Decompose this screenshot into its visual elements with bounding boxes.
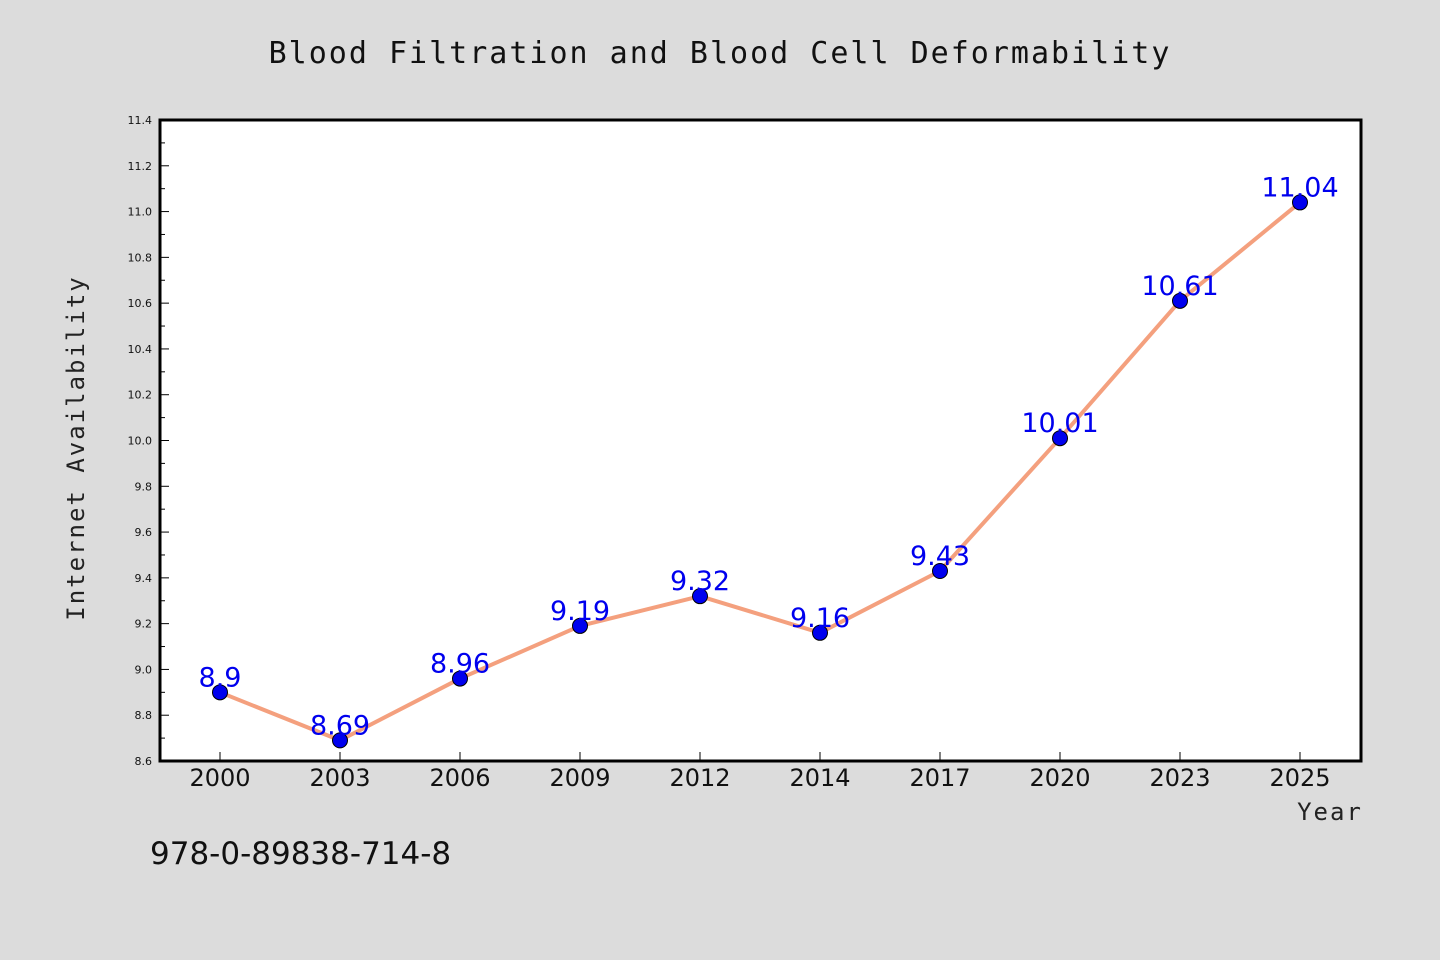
x-tick-label: 2023 bbox=[1149, 764, 1210, 792]
data-point bbox=[692, 588, 708, 605]
x-tick-label: 2020 bbox=[1029, 764, 1090, 792]
data-label: 8.69 bbox=[310, 710, 370, 741]
data-label: 9.32 bbox=[670, 566, 730, 597]
data-point bbox=[1052, 430, 1068, 447]
data-point bbox=[452, 670, 468, 687]
y-tick-label: 10.4 bbox=[128, 343, 153, 356]
y-tick-label: 11.2 bbox=[128, 160, 153, 173]
plot-area bbox=[158, 118, 1363, 763]
data-point bbox=[812, 624, 828, 641]
data-point bbox=[332, 732, 348, 749]
x-tick-label: 2003 bbox=[309, 764, 370, 792]
y-tick-label: 9.2 bbox=[135, 618, 153, 631]
x-tick-label: 2017 bbox=[909, 764, 970, 792]
x-axis-label: Year bbox=[1297, 798, 1363, 826]
x-tick-label: 2012 bbox=[669, 764, 730, 792]
y-axis-label: Internet Availability bbox=[62, 275, 90, 620]
data-label: 10.61 bbox=[1141, 271, 1218, 302]
y-axis-ticks: 8.6 8.8 9.0 9.2 9.4 9.6 9.8 10.0 10.2 10.4 10.6 10.… bbox=[128, 114, 169, 768]
data-point bbox=[572, 617, 588, 634]
y-tick-label: 9.8 bbox=[135, 480, 153, 493]
y-tick-label: 9.0 bbox=[135, 663, 153, 676]
data-series: 8.9 8.69 8.96 9.19 9.32 9.16 9.43 10.01 10.61 11.… bbox=[199, 172, 1339, 749]
data-label: 9.16 bbox=[790, 603, 850, 634]
data-point bbox=[1292, 194, 1308, 211]
x-tick-label: 2000 bbox=[189, 764, 250, 792]
data-point bbox=[1172, 292, 1188, 309]
y-tick-label: 10.2 bbox=[128, 389, 153, 402]
x-tick-label: 2014 bbox=[789, 764, 850, 792]
data-label: 8.9 bbox=[199, 662, 242, 693]
data-label: 11.04 bbox=[1261, 172, 1338, 203]
footer-code: 978-0-89838-714-8 bbox=[150, 836, 451, 872]
data-label: 9.43 bbox=[910, 541, 970, 572]
y-tick-label: 10.6 bbox=[128, 297, 153, 310]
x-tick-label: 2006 bbox=[429, 764, 490, 792]
y-tick-label: 9.4 bbox=[135, 572, 153, 585]
data-label: 9.19 bbox=[550, 596, 610, 627]
y-tick-label: 8.6 bbox=[135, 755, 153, 768]
data-label: 10.01 bbox=[1021, 408, 1098, 439]
series-line bbox=[219, 200, 1302, 743]
x-tick-label: 2025 bbox=[1269, 764, 1330, 792]
y-tick-label: 10.8 bbox=[128, 251, 153, 264]
data-point bbox=[932, 562, 948, 579]
x-tick-label: 2009 bbox=[549, 764, 610, 792]
data-label: 8.96 bbox=[430, 649, 490, 680]
y-tick-label: 10.0 bbox=[128, 435, 153, 448]
x-axis-ticks: 2000 2003 2006 2009 2012 2014 2017 2020 2023 2025 bbox=[189, 752, 1331, 792]
y-tick-label: 11.4 bbox=[128, 114, 153, 127]
data-point bbox=[212, 684, 228, 701]
y-tick-label: 9.6 bbox=[135, 526, 153, 539]
y-tick-label: 11.0 bbox=[128, 206, 153, 219]
y-tick-label: 8.8 bbox=[135, 709, 153, 722]
chart-title: Blood Filtration and Blood Cell Deformab… bbox=[269, 36, 1172, 71]
